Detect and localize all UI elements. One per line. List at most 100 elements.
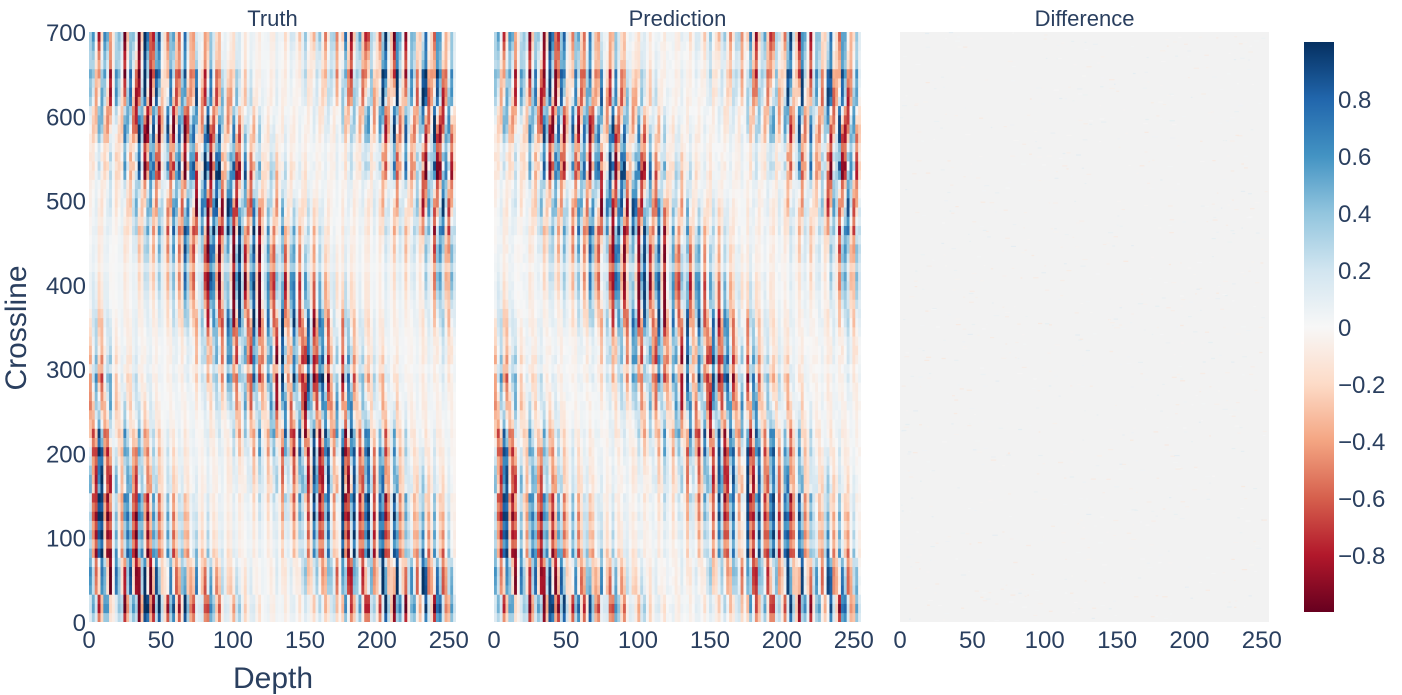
heatmap-cell: [152, 585, 156, 595]
heatmap-cell: [243, 428, 248, 438]
heatmap-cell: [238, 409, 242, 420]
heatmap-cell: [195, 290, 199, 300]
heatmap-cell: [180, 373, 184, 383]
heatmap-cell: [218, 327, 222, 337]
heatmap-cell: [335, 539, 339, 549]
heatmap-cell: [289, 465, 293, 475]
heatmap-cell: [369, 446, 374, 457]
heatmap-cell: [369, 612, 374, 622]
heatmap-cell: [149, 271, 153, 282]
heatmap-cell: [378, 363, 382, 374]
heatmap-cell: [292, 465, 296, 475]
heatmap-cell: [258, 317, 262, 328]
heatmap-cell: [415, 262, 420, 273]
heatmap-cell: [347, 280, 351, 291]
heatmap-cell: [281, 428, 285, 438]
heatmap-cell: [407, 566, 411, 577]
heatmap-cell: [358, 345, 362, 356]
heatmap-cell: [361, 373, 365, 383]
heatmap-cell: [424, 492, 428, 503]
heatmap-cell: [358, 502, 362, 512]
heatmap-cell: [384, 502, 388, 512]
heatmap-cell: [318, 456, 322, 466]
heatmap-cell: [278, 373, 282, 383]
heatmap-cell: [258, 345, 262, 356]
heatmap-cell: [361, 271, 365, 282]
heatmap-cell: [315, 566, 319, 577]
heatmap-cell: [387, 428, 391, 438]
heatmap-cell: [412, 520, 417, 531]
heatmap-cell: [447, 280, 451, 291]
heatmap-cell: [109, 391, 113, 402]
heatmap-cell: [349, 400, 354, 411]
heatmap-cell: [123, 345, 127, 356]
heatmap-cell: [140, 299, 144, 309]
heatmap-cell: [229, 299, 233, 309]
heatmap-cell: [166, 391, 170, 402]
heatmap-cell: [453, 575, 456, 586]
heatmap-cell: [275, 511, 279, 521]
heatmap-cell: [209, 446, 213, 457]
heatmap-cell: [309, 465, 313, 475]
heatmap-cell: [261, 400, 265, 411]
heatmap-cell: [283, 585, 288, 595]
heatmap-cell: [223, 603, 227, 614]
heatmap-cell: [407, 539, 411, 549]
heatmap-cell: [89, 594, 93, 604]
heatmap-cell: [215, 354, 219, 365]
heatmap-cell: [392, 400, 397, 411]
heatmap-cell: [192, 327, 196, 337]
heatmap-cell: [246, 511, 250, 521]
heatmap-cell: [401, 585, 405, 595]
heatmap-cell: [111, 502, 116, 512]
heatmap-cell: [301, 299, 305, 309]
heatmap-cell: [243, 585, 248, 595]
heatmap-cell: [347, 575, 351, 586]
heatmap-cell: [258, 539, 262, 549]
heatmap-cell: [283, 308, 288, 319]
heatmap-cell: [206, 566, 210, 577]
heatmap-cell: [398, 594, 402, 604]
heatmap-cell: [404, 373, 408, 383]
heatmap-cell: [335, 290, 339, 300]
heatmap-cell: [441, 308, 445, 319]
heatmap-cell: [243, 373, 248, 383]
heatmap-cell: [438, 409, 443, 420]
heatmap-cell: [410, 474, 414, 485]
heatmap-cell: [355, 262, 359, 273]
heatmap-cell: [283, 317, 288, 328]
heatmap-cell: [152, 409, 156, 420]
heatmap-cell: [381, 391, 385, 402]
heatmap-cell: [157, 446, 162, 457]
heatmap-cell: [295, 363, 299, 374]
heatmap-cell: [272, 271, 276, 282]
heatmap-cell: [94, 363, 98, 374]
heatmap-cell: [329, 585, 334, 595]
heatmap-cell: [266, 373, 270, 383]
heatmap-cell: [166, 594, 170, 604]
heatmap-cell: [375, 502, 379, 512]
heatmap-cell: [435, 299, 440, 309]
heatmap-cell: [390, 557, 394, 568]
heatmap-cell: [197, 511, 202, 521]
heatmap-cell: [312, 299, 316, 309]
heatmap-cell: [243, 382, 248, 392]
heatmap-cell: [200, 456, 205, 466]
heatmap-cell: [120, 363, 124, 374]
heatmap-cell: [309, 271, 313, 282]
heatmap-cell: [306, 575, 311, 586]
heatmap-cell: [258, 409, 262, 420]
heatmap-cell: [410, 585, 414, 595]
heatmap-cell: [206, 345, 210, 356]
heatmap-cell: [378, 483, 382, 494]
heatmap-cell: [427, 539, 431, 549]
heatmap-cell: [232, 400, 236, 411]
heatmap-cell: [238, 492, 242, 503]
heatmap-cell: [412, 502, 417, 512]
heatmap-cell: [189, 575, 193, 586]
heatmap-cell: [361, 575, 365, 586]
heatmap-cell: [341, 492, 345, 503]
heatmap-cell: [364, 492, 368, 503]
heatmap-cell: [103, 400, 107, 411]
heatmap-cell: [433, 465, 437, 475]
